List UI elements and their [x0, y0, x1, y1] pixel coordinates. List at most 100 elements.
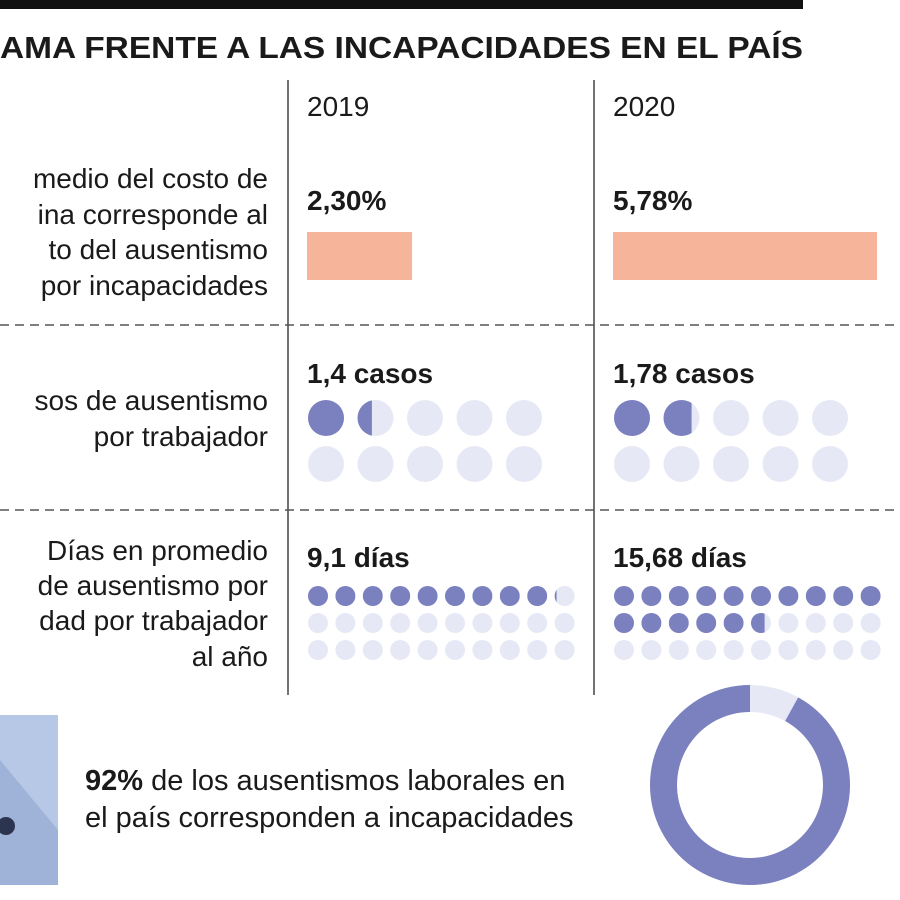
dot-filled	[554, 590, 557, 602]
dot-empty	[554, 640, 575, 660]
dot-empty	[308, 613, 328, 633]
dot-empty	[614, 446, 650, 482]
dot-group	[614, 586, 881, 660]
dot-empty	[805, 613, 826, 633]
dot-empty	[696, 640, 717, 660]
dot-filled	[668, 613, 689, 633]
dot-filled	[614, 613, 634, 633]
column-year: 2020	[613, 91, 675, 122]
dot-empty	[751, 640, 771, 660]
bar	[613, 232, 877, 280]
icon-shadow	[0, 760, 58, 885]
title: AMA FRENTE A LAS INCAPACIDADES EN EL PAÍ…	[0, 30, 803, 65]
row-label: por trabajador	[94, 421, 268, 452]
dot-empty	[456, 446, 493, 482]
dot-empty	[723, 640, 744, 660]
row-label: sos de ausentismo	[35, 385, 268, 416]
dot-filled	[663, 400, 692, 436]
dot-empty	[445, 640, 465, 660]
dot-empty	[308, 640, 328, 660]
dot-empty	[407, 446, 443, 482]
row-label: dad por trabajador	[39, 605, 268, 636]
dot-filled	[723, 613, 744, 633]
dot-empty	[390, 613, 411, 633]
dot-filled	[357, 400, 372, 436]
dot-group	[308, 586, 575, 660]
dot-empty	[362, 640, 383, 660]
dot-filled	[723, 586, 744, 606]
dot-filled	[527, 586, 548, 606]
dot-empty	[713, 400, 749, 436]
dot-empty	[554, 586, 575, 606]
bar	[307, 232, 413, 280]
dot-empty	[833, 613, 854, 633]
dot-empty	[357, 446, 394, 482]
dot-filled	[614, 586, 634, 606]
dot-filled	[778, 586, 799, 606]
dot-filled	[308, 400, 344, 436]
dot-filled	[641, 613, 662, 633]
dot-filled	[696, 613, 717, 633]
dot-group	[614, 400, 848, 482]
dot-filled	[668, 586, 689, 606]
dot-empty	[445, 613, 465, 633]
dot-filled	[751, 586, 771, 606]
row-label: al año	[192, 641, 268, 672]
dot-filled	[499, 586, 520, 606]
dot-empty	[417, 640, 438, 660]
dot-empty	[417, 613, 438, 633]
dot-filled	[696, 586, 717, 606]
dot-filled	[472, 586, 493, 606]
dot-empty	[407, 400, 443, 436]
dot-filled	[614, 400, 650, 436]
dot-empty	[641, 640, 662, 660]
dot-empty	[472, 613, 493, 633]
dot-filled	[445, 586, 465, 606]
value-label: 5,78%	[613, 185, 692, 216]
dot-empty	[812, 400, 848, 436]
dot-empty	[390, 640, 411, 660]
value-label: 2,30%	[307, 185, 386, 216]
dot-empty	[506, 400, 542, 436]
dot-empty	[527, 613, 548, 633]
row-label: to del ausentismo	[49, 234, 268, 265]
value-label: 15,68 días	[613, 542, 747, 573]
dot-filled	[641, 586, 662, 606]
dot-empty	[554, 613, 575, 633]
row-label: por incapacidades	[41, 270, 268, 301]
dot-empty	[860, 613, 881, 633]
row-label: medio del costo de	[33, 163, 268, 194]
dot-empty	[472, 640, 493, 660]
dot-empty	[778, 640, 799, 660]
dot-empty	[308, 446, 344, 482]
dot-filled	[362, 586, 383, 606]
value-label: 1,4 casos	[307, 358, 433, 389]
dot-empty	[833, 640, 854, 660]
row-label: ina corresponde al	[38, 199, 268, 230]
footer-line: el país corresponden a incapacidades	[85, 802, 574, 834]
dot-empty	[335, 613, 356, 633]
footer-highlight: 92%	[85, 765, 143, 797]
dot-empty	[335, 640, 356, 660]
dot-empty	[805, 640, 826, 660]
dot-empty	[812, 446, 848, 482]
dot-empty	[860, 640, 881, 660]
dot-group	[308, 400, 542, 482]
donut-segment	[650, 685, 851, 885]
footer-text: de los ausentismos laborales en	[143, 765, 565, 797]
dot-empty	[663, 446, 700, 482]
value-label: 9,1 días	[307, 542, 410, 573]
dot-filled	[390, 586, 411, 606]
dot-empty	[499, 613, 520, 633]
dot-filled	[417, 586, 438, 606]
footer-line: 92% de los ausentismos laborales en	[85, 765, 565, 797]
dot-empty	[668, 640, 689, 660]
dot-empty	[362, 613, 383, 633]
dot-empty	[506, 446, 542, 482]
icon-detail	[0, 817, 15, 835]
row-label: Días en promedio	[47, 535, 268, 566]
dot-empty	[762, 446, 799, 482]
dot-empty	[456, 400, 493, 436]
dot-filled	[751, 613, 765, 633]
